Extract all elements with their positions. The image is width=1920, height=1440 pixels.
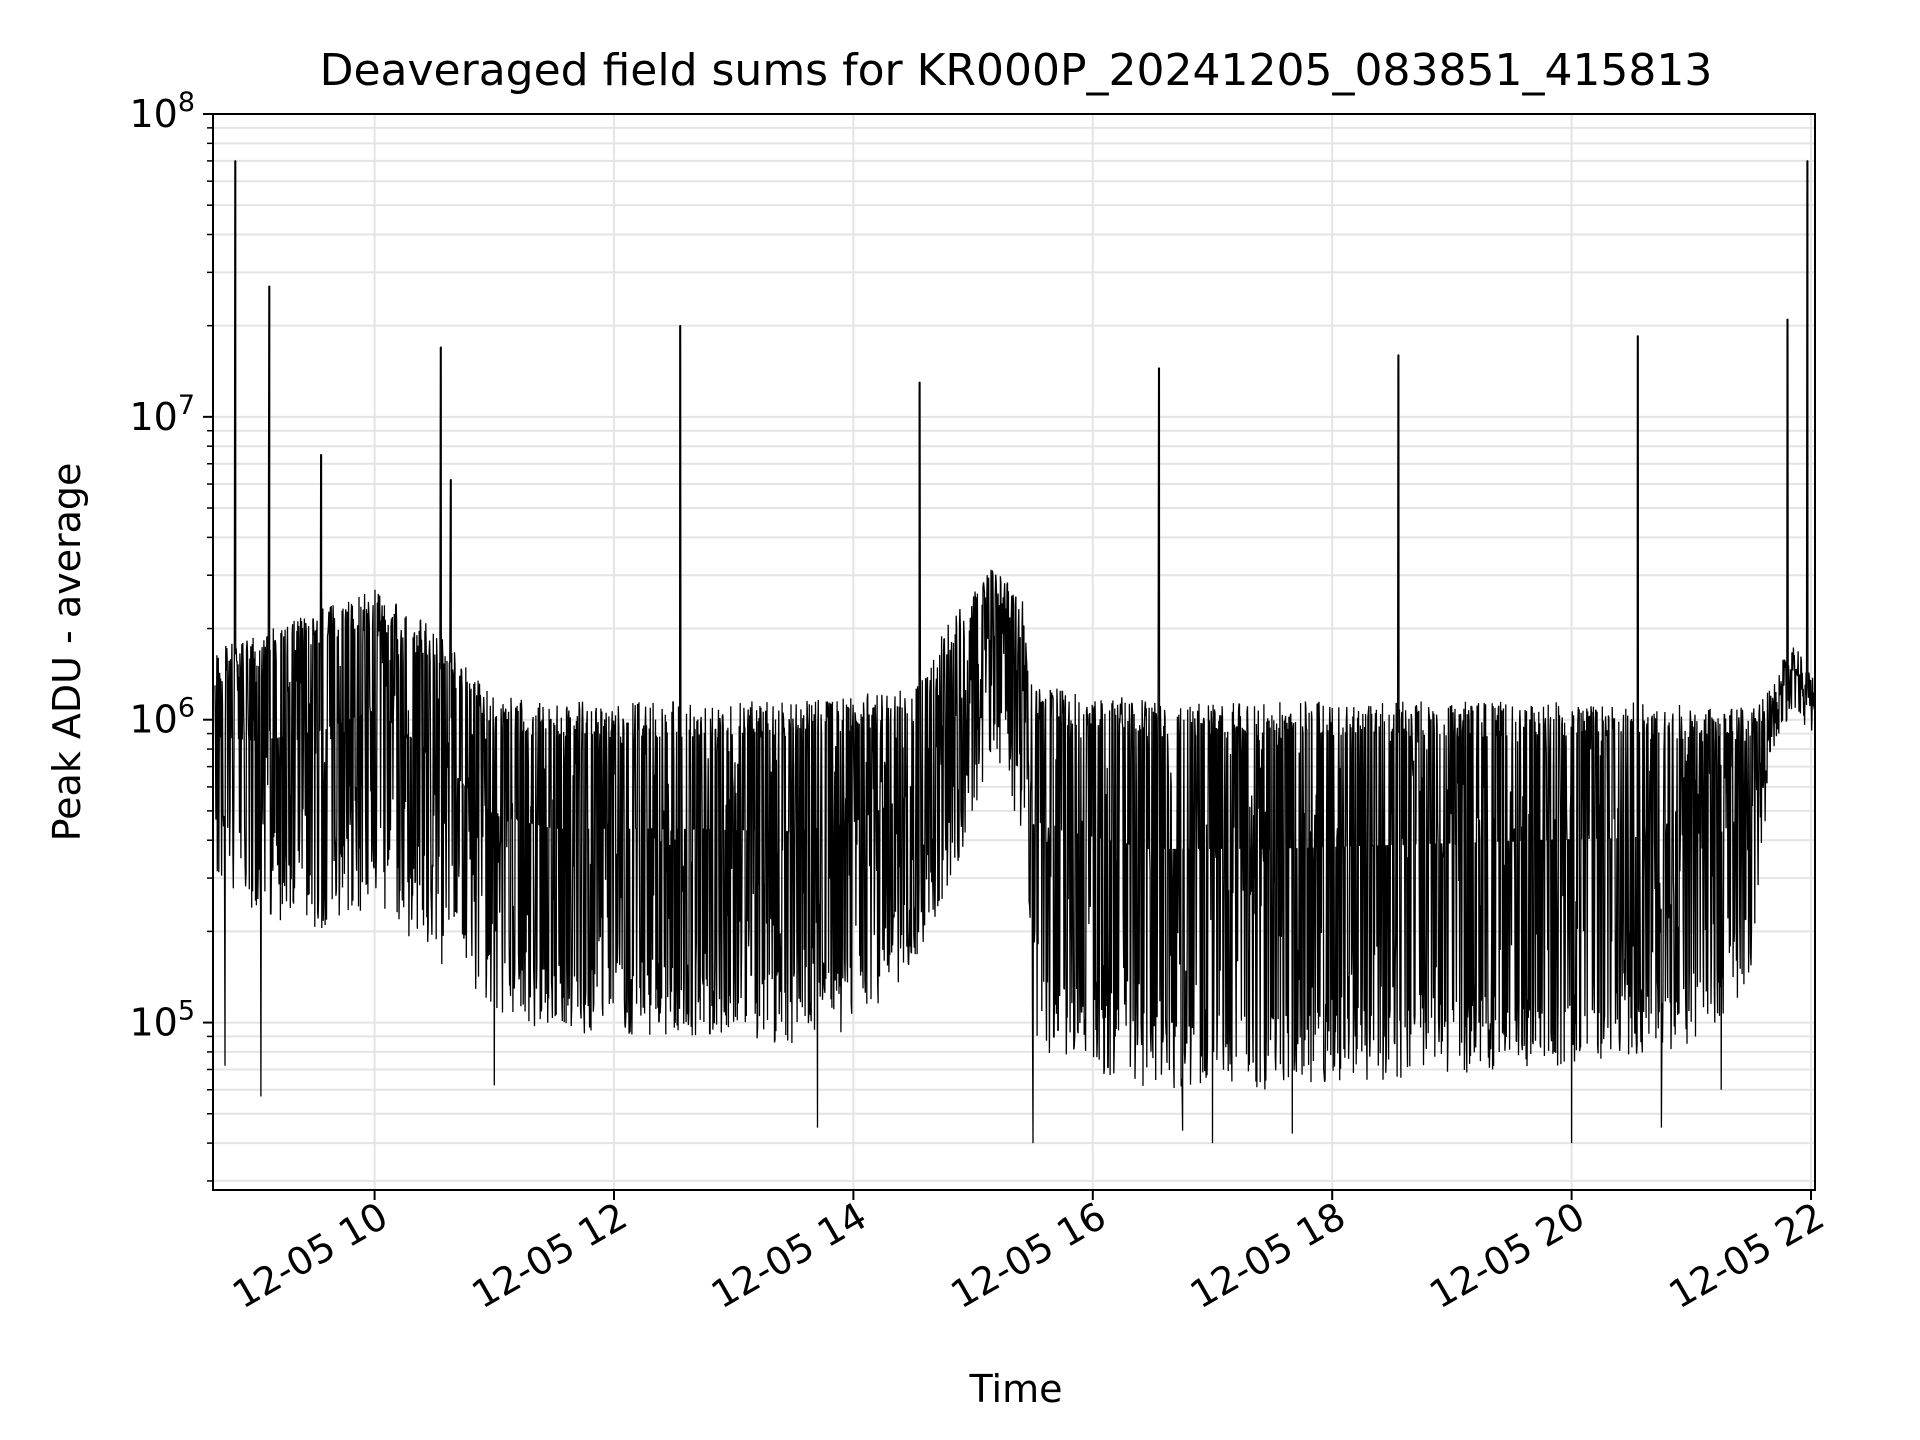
- y-tick-label: 107: [129, 390, 195, 439]
- chart-title: Deaveraged field sums for KR000P_2024120…: [320, 45, 1713, 96]
- y-tick-label-exponent: 7: [178, 390, 195, 421]
- y-tick-label-exponent: 5: [178, 996, 195, 1027]
- y-tick-label-base: 10: [129, 698, 177, 742]
- y-tick-label: 106: [129, 693, 195, 742]
- y-tick-label-exponent: 8: [178, 87, 195, 118]
- data-series: [214, 160, 1816, 1144]
- y-tick-label: 108: [129, 87, 195, 136]
- plot-area-frame: [212, 113, 1816, 1191]
- y-tick-label: 105: [129, 996, 195, 1045]
- y-tick-label-exponent: 6: [178, 693, 195, 724]
- y-axis-label: Peak ADU - average: [45, 463, 89, 842]
- x-axis-label: Time: [969, 1367, 1063, 1411]
- y-tick-label-base: 10: [129, 1001, 177, 1045]
- y-tick-label-base: 10: [129, 92, 177, 136]
- series-line: [214, 160, 1816, 1144]
- y-tick-label-base: 10: [129, 395, 177, 439]
